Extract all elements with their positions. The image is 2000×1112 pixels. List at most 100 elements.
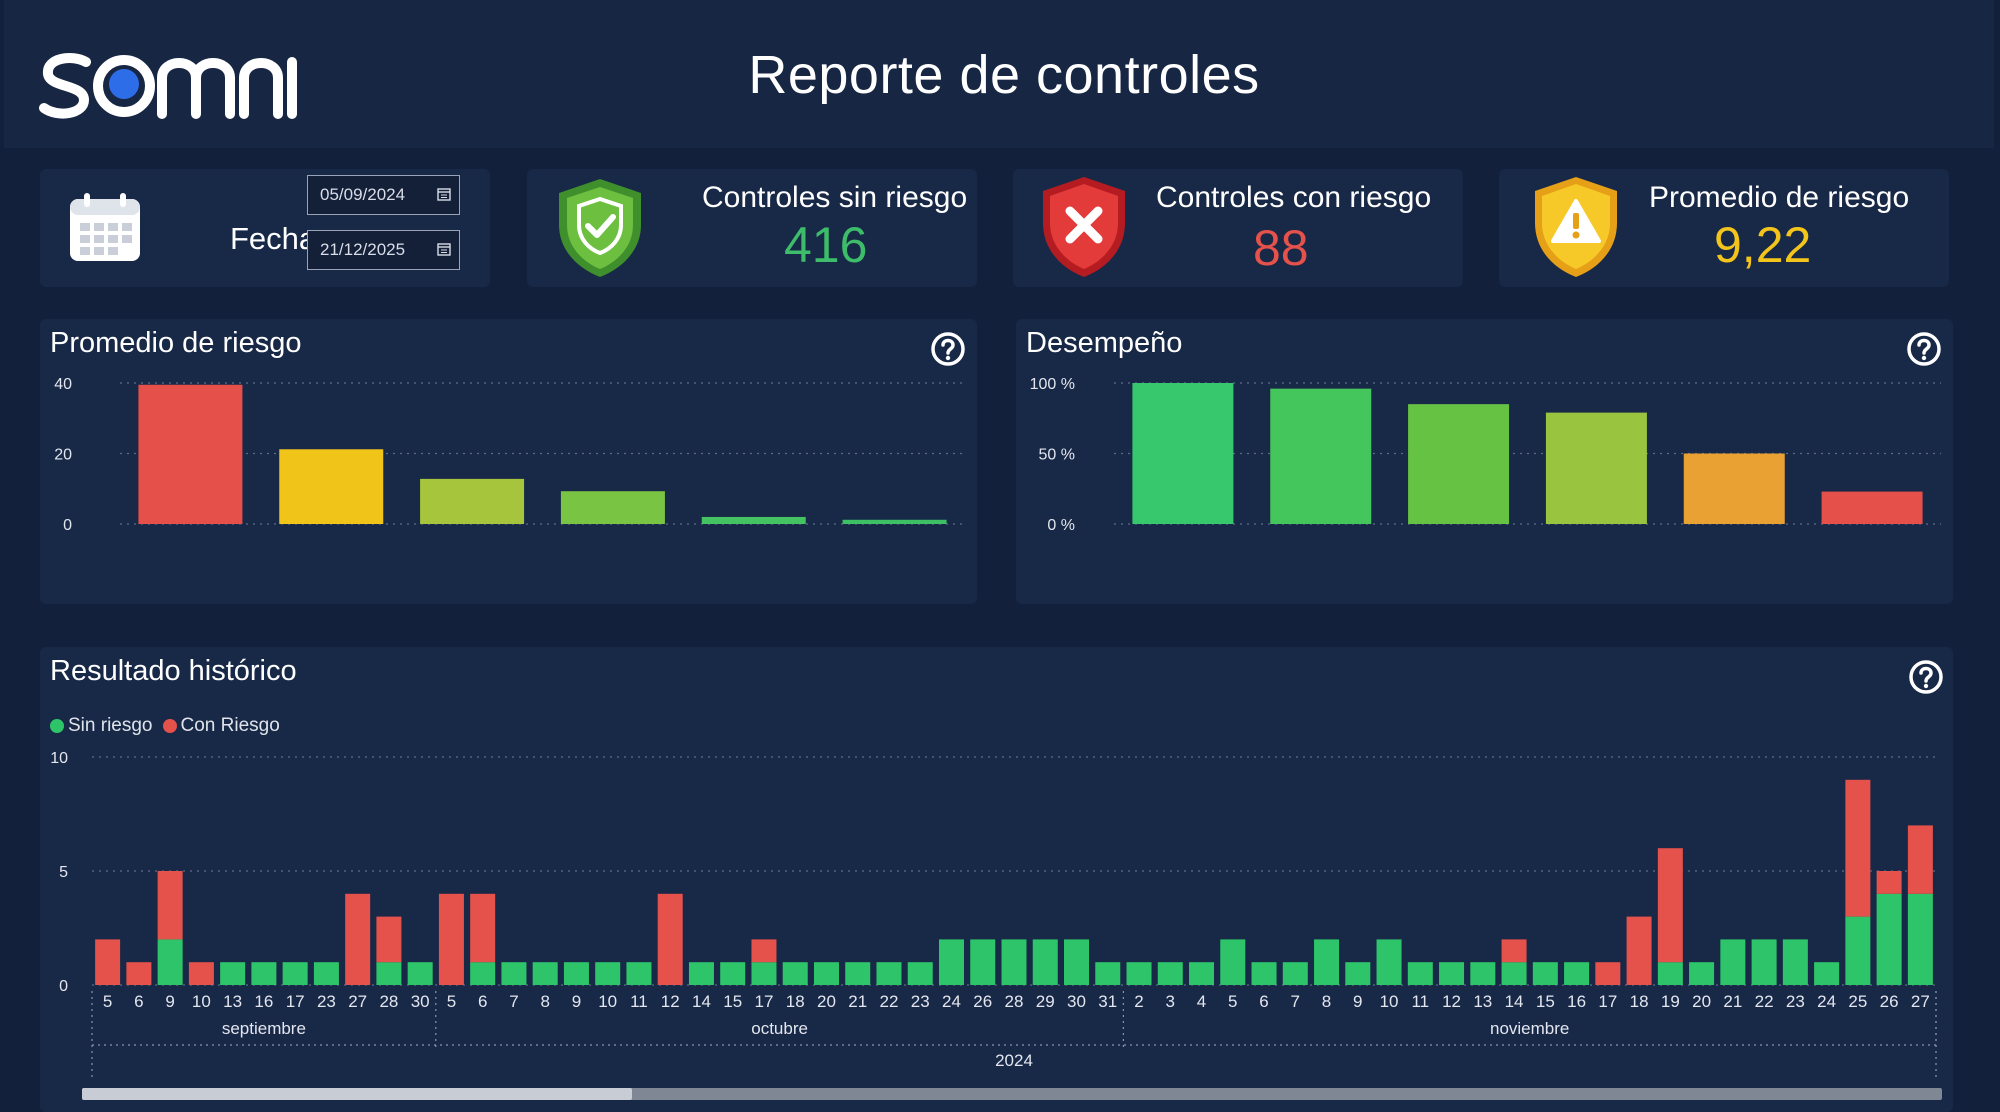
bar-con-riesgo	[157, 871, 183, 940]
month-label: noviembre	[1490, 1019, 1569, 1038]
bar-con-riesgo	[95, 939, 121, 985]
kpi-label: Controles con riesgo	[1156, 181, 1432, 214]
kpi-label: Promedio de riesgo	[1649, 181, 1910, 214]
month-label: octubre	[751, 1019, 808, 1038]
x-tick-label: 4	[1197, 992, 1206, 1011]
bar-con-riesgo	[470, 893, 496, 963]
year-label: 2024	[995, 1051, 1033, 1070]
legend-label: Sin riesgo	[68, 715, 153, 736]
x-tick-label: 13	[223, 992, 242, 1011]
bar	[420, 478, 525, 524]
date-picker-icon[interactable]	[437, 242, 451, 256]
performance-panel: Desempeño 100 % 50 % 0 %	[1016, 319, 1953, 604]
x-tick-label: 30	[1067, 992, 1086, 1011]
bar-con-riesgo	[1907, 825, 1933, 894]
kpi-card-promedio: Promedio de riesgo 9,22	[1499, 169, 1949, 287]
bar-sin-riesgo	[1064, 939, 1090, 985]
bar	[279, 449, 384, 524]
bar	[1132, 383, 1234, 524]
x-tick-label: 26	[1880, 992, 1899, 1011]
bar	[1270, 388, 1372, 524]
shield-check-icon	[559, 179, 641, 277]
kpi-card-con-riesgo: Controles con riesgo 88	[1013, 169, 1463, 287]
bar-sin-riesgo	[1657, 962, 1683, 985]
x-tick-label: 7	[509, 992, 518, 1011]
x-tick-label: 23	[911, 992, 930, 1011]
x-tick-label: 9	[572, 992, 581, 1011]
x-tick-label: 11	[1411, 992, 1429, 1011]
bar-sin-riesgo	[563, 962, 589, 985]
somni-logo: somni	[39, 53, 297, 119]
date-picker-icon[interactable]	[437, 187, 451, 201]
x-tick-label: 19	[1661, 992, 1680, 1011]
x-tick-label: 27	[1911, 992, 1930, 1011]
header-bar: somni Reporte de controles	[4, 0, 1994, 148]
y-tick-label: 10	[50, 750, 68, 767]
bar-sin-riesgo	[1376, 939, 1402, 985]
x-tick-label: 10	[598, 992, 617, 1011]
panel-title: Desempeño	[1026, 327, 1183, 359]
y-tick-label: 40	[54, 376, 72, 393]
x-tick-label: 22	[880, 992, 899, 1011]
bar-sin-riesgo	[626, 962, 652, 985]
calendar-icon	[70, 193, 140, 261]
risk-average-panel: Promedio de riesgo 40 20 0	[40, 319, 977, 604]
bar-sin-riesgo	[595, 962, 621, 985]
bar-con-riesgo	[1657, 848, 1683, 963]
x-tick-label: 5	[103, 992, 112, 1011]
x-tick-label: 18	[786, 992, 805, 1011]
bar-sin-riesgo	[1532, 962, 1558, 985]
x-tick-label: 30	[411, 992, 430, 1011]
x-tick-label: 12	[661, 992, 680, 1011]
x-tick-label: 5	[447, 992, 456, 1011]
x-tick-label: 9	[165, 992, 174, 1011]
date-label: Fecha	[230, 221, 317, 256]
x-tick-label: 31	[1098, 992, 1117, 1011]
legend-label: Con Riesgo	[180, 715, 280, 736]
x-tick-label: 23	[317, 992, 336, 1011]
bar	[1408, 404, 1510, 524]
kpi-value: 9,22	[1714, 217, 1812, 273]
kpi-label: Controles sin riesgo	[702, 181, 968, 214]
bar	[1683, 453, 1785, 524]
y-tick-label: 100 %	[1030, 376, 1075, 393]
help-icon[interactable]	[1906, 331, 1942, 367]
end-date-input[interactable]: 21/12/2025	[307, 230, 460, 270]
help-icon[interactable]	[930, 331, 966, 367]
bar-sin-riesgo	[251, 962, 277, 985]
x-tick-label: 17	[286, 992, 305, 1011]
kpi-card-sin-riesgo: Controles sin riesgo 416	[527, 169, 977, 287]
bar-sin-riesgo	[1157, 962, 1183, 985]
x-tick-label: 24	[942, 992, 961, 1011]
bar-sin-riesgo	[907, 962, 933, 985]
bar-sin-riesgo	[157, 939, 183, 985]
bar-sin-riesgo	[407, 962, 433, 985]
x-tick-label: 12	[1442, 992, 1461, 1011]
y-tick-label: 0	[63, 517, 72, 534]
bar-sin-riesgo	[1251, 962, 1277, 985]
x-tick-label: 10	[192, 992, 211, 1011]
scrollbar-thumb[interactable]	[82, 1088, 632, 1100]
chart-legend: Sin riesgo Con Riesgo	[50, 715, 290, 737]
panel-title: Resultado histórico	[50, 655, 297, 687]
legend-dot	[162, 719, 177, 733]
bar-sin-riesgo	[782, 962, 808, 985]
bar-sin-riesgo	[1782, 939, 1808, 985]
bar-con-riesgo	[751, 939, 777, 963]
panel-title: Promedio de riesgo	[50, 327, 302, 359]
bar	[1545, 412, 1647, 524]
horizontal-scrollbar[interactable]	[82, 1088, 1942, 1100]
x-tick-label: 21	[848, 992, 867, 1011]
shield-warning-icon	[1535, 177, 1617, 277]
bar-sin-riesgo	[1345, 962, 1371, 985]
legend-item-sin-riesgo[interactable]: Sin riesgo	[50, 715, 153, 737]
x-tick-label: 11	[630, 992, 648, 1011]
bar-con-riesgo	[188, 962, 214, 985]
bar-sin-riesgo	[1095, 962, 1121, 985]
help-icon[interactable]	[1908, 659, 1944, 695]
y-tick-label: 0	[59, 978, 68, 995]
bar-sin-riesgo	[1001, 939, 1027, 985]
legend-item-con-riesgo[interactable]: Con Riesgo	[162, 715, 280, 737]
bar-sin-riesgo	[1220, 939, 1246, 985]
start-date-input[interactable]: 05/09/2024	[307, 175, 460, 215]
